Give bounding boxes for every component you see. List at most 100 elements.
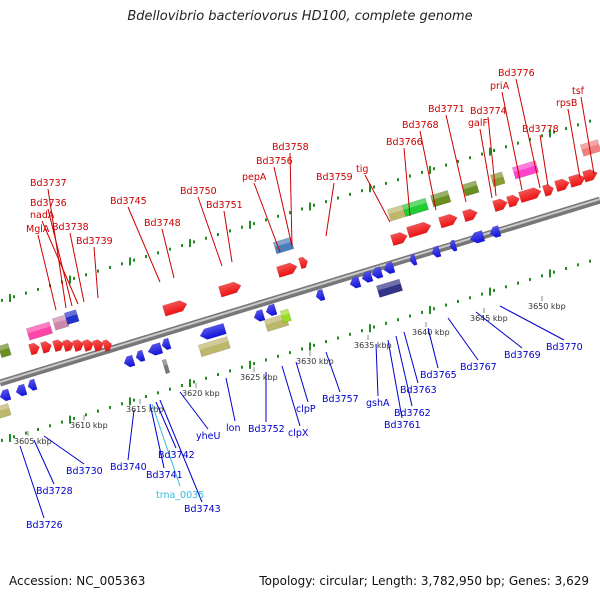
feature-block: [25, 321, 54, 341]
reverse-leader-line: [159, 399, 203, 503]
gene-shading: [542, 184, 554, 197]
reverse-gene-label: Bd3728: [36, 486, 73, 497]
forward-gene-label: Bd3737: [30, 178, 67, 189]
forward-gene: [72, 339, 84, 353]
forward-leader-line: [539, 134, 549, 187]
gene-shading: [72, 339, 84, 352]
feature-block: [401, 197, 430, 217]
genome-stats-text: Topology: circular; Length: 3,782,950 bp…: [259, 574, 589, 588]
forward-leader-line: [37, 234, 57, 311]
reverse-leader-line: [155, 401, 177, 449]
kbp-scale-label: 3630 kbp: [296, 357, 334, 366]
forward-gene-label: MglA: [26, 224, 50, 235]
reverse-gene: [147, 342, 164, 356]
accession-text: Accession: NC_005363: [9, 574, 146, 588]
forward-leader-line: [93, 246, 99, 299]
forward-gene: [542, 184, 554, 197]
forward-gene: [568, 173, 586, 188]
gene-shading: [92, 339, 104, 352]
feature-block: [429, 190, 452, 208]
feature-block: [197, 336, 231, 358]
forward-leader-line: [223, 210, 233, 263]
forward-gene: [62, 339, 74, 353]
forward-gene-label: nadA: [30, 210, 55, 221]
forward-gene-label: Bd3766: [386, 137, 423, 148]
feature-block: [0, 403, 12, 419]
gene-shading: [350, 276, 362, 289]
reverse-gene-label: clpP: [296, 404, 316, 415]
reverse-gene-label: Bd3767: [460, 362, 497, 373]
feature-block: [489, 171, 506, 188]
forward-gene: [492, 198, 508, 213]
reverse-tick-track: [1, 259, 591, 442]
kbp-scale-label: 3605 kbp: [14, 437, 52, 446]
reverse-leader-line: [447, 317, 479, 361]
forward-gene: [406, 221, 432, 239]
forward-leader-line: [289, 152, 293, 247]
forward-gene-label: Bd3774: [470, 106, 507, 117]
reverse-gene-label: Bd3763: [400, 385, 437, 396]
gene-shading: [512, 160, 537, 173]
forward-gene-label: Bd3739: [76, 236, 113, 247]
reverse-gene-label: Bd3743: [184, 504, 221, 515]
reverse-leader-line: [127, 409, 135, 461]
gene-shading: [362, 270, 374, 283]
reverse-gene: [161, 337, 172, 351]
gene-shading: [432, 245, 442, 258]
gene-shading: [52, 339, 64, 352]
forward-gene: [52, 339, 64, 353]
gene-shading: [0, 388, 12, 401]
reverse-gene-label: Bd3770: [546, 342, 583, 353]
feature-block: [161, 358, 171, 375]
forward-leader-line: [419, 130, 437, 211]
forward-leader-line: [515, 78, 541, 189]
reverse-leader-line: [395, 335, 413, 407]
forward-leader-line: [47, 188, 67, 309]
kbp-scale-label: 3610 kbp: [70, 421, 108, 430]
gene-shading: [372, 266, 384, 279]
gene-shading: [438, 214, 458, 229]
gene-shading: [410, 254, 418, 266]
forward-gene-label: Bd3771: [428, 104, 465, 115]
feature-block: [429, 190, 452, 208]
forward-gene: [298, 256, 308, 270]
reverse-gene: [253, 309, 266, 322]
gene-shading: [554, 178, 570, 192]
reverse-leader-line: [295, 361, 309, 403]
forward-gene: [462, 208, 478, 223]
forward-tick-track: [1, 119, 591, 302]
forward-gene-label: pepA: [242, 172, 267, 183]
gene-shading: [390, 232, 408, 246]
feature-block: [0, 343, 12, 359]
reverse-gene: [409, 253, 418, 266]
reverse-gene-label: Bd3730: [66, 466, 103, 477]
forward-gene-label: Bd3738: [52, 222, 89, 233]
forward-gene: [554, 178, 570, 193]
reverse-gene: [27, 378, 38, 391]
feature-block: [401, 197, 430, 217]
kbp-scale-label: 3625 kbp: [240, 373, 278, 382]
gene-shading: [298, 257, 308, 269]
reverse-leader-line: [375, 343, 379, 397]
reverse-leader-line: [387, 339, 403, 419]
feature-block: [0, 343, 12, 359]
map-title: Bdellovibrio bacteriovorus HD100, comple…: [127, 9, 473, 24]
forward-gene: [40, 341, 52, 354]
gene-shading: [124, 355, 136, 368]
reverse-gene: [431, 245, 442, 258]
forward-gene: [82, 339, 94, 352]
gene-shading: [406, 222, 431, 238]
gene-shading: [450, 239, 458, 252]
gene-shading: [28, 342, 40, 356]
forward-gene-label: priA: [490, 81, 510, 92]
reverse-gene: [315, 288, 326, 302]
forward-gene: [218, 281, 242, 298]
reverse-leader-line: [33, 439, 55, 485]
reverse-leader-line: [43, 435, 85, 465]
forward-leader-line: [567, 108, 581, 179]
reverse-gene: [349, 275, 362, 289]
forward-leader-line: [479, 128, 493, 199]
gene-shading: [376, 279, 401, 291]
forward-gene: [28, 342, 40, 356]
